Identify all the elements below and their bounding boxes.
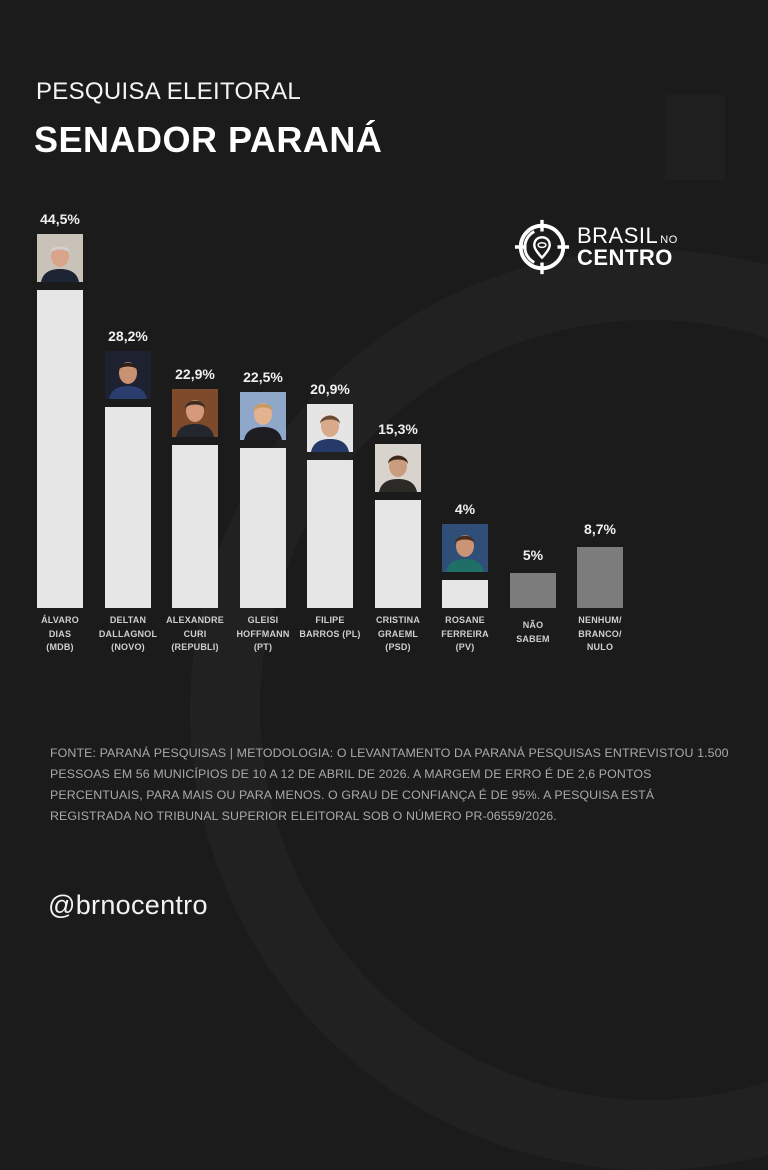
bar — [510, 573, 556, 608]
bar-column: 20,9% FILIPE BARROS (PL) — [299, 0, 360, 700]
bar-column: 28,2% DELTAN DALLAGNOL (NOVO) — [99, 0, 157, 700]
category-label-line: HOFFMANN — [236, 628, 290, 639]
bar-column: 8,7% NENHUM/BRANCO/NULO — [577, 0, 623, 700]
category-label-line: CURI — [183, 628, 207, 639]
social-handle: @brnocentro — [48, 890, 208, 920]
bar-column: 44,5% ÁLVARO DIAS (MDB) — [37, 0, 83, 700]
bar — [172, 445, 218, 608]
crosshair-pin-icon — [514, 219, 570, 275]
candidate-photo — [240, 392, 286, 440]
value-label: 20,9% — [310, 381, 350, 397]
value-label: 22,9% — [175, 366, 215, 382]
value-label: 5% — [522, 547, 544, 563]
category-label-line: (PSD) — [385, 642, 411, 652]
category-label-line: SABEM — [516, 633, 550, 644]
category-label-line: (PV) — [455, 642, 475, 652]
category-label-line: DALLAGNOL — [98, 628, 158, 639]
bar — [307, 460, 353, 608]
bar-chart: 44,5% ÁLVARO DIAS (MDB) 28,2% DELTAN DALLAGNOL… — [37, 0, 623, 700]
value-label: 8,7% — [584, 521, 616, 537]
category-label: CRISTINA GRAEML (PSD) — [358, 614, 438, 655]
bar — [577, 547, 623, 608]
category-label: GLEISI HOFFMANN (PT) — [223, 614, 303, 655]
candidate-photo — [105, 351, 151, 399]
category-label-line: NULO — [586, 642, 614, 652]
category-label-line: DELTAN — [109, 615, 147, 625]
category-label-line: ROSANE — [445, 615, 485, 625]
bar-column: 22,5% GLEISI HOFFMANN (PT) — [236, 0, 289, 700]
source-methodology-note: FONTE: PARANÁ PESQUISAS | METODOLOGIA: O… — [50, 746, 729, 823]
value-label: 15,3% — [378, 421, 418, 437]
category-label-line: FERREIRA — [441, 628, 489, 639]
category-label-line: GLEISI — [247, 615, 279, 625]
category-label-line: ÁLVARO — [41, 615, 79, 625]
category-label: NÃO SABEM — [493, 619, 573, 646]
category-label-line: NENHUM/ — [578, 615, 622, 625]
bar — [442, 580, 488, 608]
category-label: FILIPE BARROS (PL) — [290, 614, 370, 641]
category-label-line: CRISTINA — [375, 615, 421, 625]
category-label-line: FILIPE — [315, 615, 345, 625]
brand-logo: BRASIL NO CENTRO — [513, 218, 678, 276]
category-label-line: DIAS — [48, 628, 72, 639]
category-label: ÁLVARO DIAS (MDB) — [20, 614, 100, 655]
category-label-line: (NOVO) — [111, 642, 145, 652]
bar — [105, 407, 151, 608]
bar-column: 15,3% CRISTINA GRAEML (PSD) — [375, 0, 421, 700]
category-label-line: (MDB) — [46, 642, 74, 652]
bar — [37, 290, 83, 608]
page-subtitle: PESQUISA ELEITORAL — [36, 78, 302, 105]
bar-column: 22,9% ALEXANDRE CURI (REPUBLI) — [166, 0, 224, 700]
category-label: ROSANE FERREIRA (PV) — [425, 614, 505, 655]
bar-column: 5% NÃO SABEM — [510, 0, 556, 700]
bar — [240, 448, 286, 608]
candidate-photo — [375, 444, 421, 492]
category-label-line: ALEXANDRE — [166, 615, 224, 625]
bar — [375, 500, 421, 608]
value-label: 28,2% — [108, 328, 148, 344]
category-label: NENHUM/BRANCO/NULO — [560, 614, 640, 655]
logo-no-text: NO — [660, 234, 678, 246]
candidate-photo — [37, 234, 83, 282]
category-label: DELTAN DALLAGNOL (NOVO) — [88, 614, 168, 655]
category-label-line: NÃO — [522, 620, 544, 630]
bar-column: 4% ROSANE FERREIRA (PV) — [441, 0, 488, 700]
category-label-line: BARROS (PL) — [299, 628, 361, 639]
candidate-photo — [442, 524, 488, 572]
category-label-line: GRAEML — [377, 628, 419, 639]
value-label: 4% — [454, 501, 476, 517]
value-label: 22,5% — [243, 369, 283, 385]
logo-brasil-text: BRASIL — [577, 223, 659, 248]
candidate-photo — [307, 404, 353, 452]
category-label-line: (REPUBLI) — [171, 642, 219, 652]
candidate-photo — [172, 389, 218, 437]
category-label-line: BRANCO/ — [578, 628, 622, 639]
logo-centro-text: CENTRO — [577, 245, 673, 270]
category-label: ALEXANDRE CURI (REPUBLI) — [155, 614, 235, 655]
value-label: 44,5% — [40, 211, 80, 227]
category-label-line: (PT) — [253, 642, 273, 652]
page-title: SENADOR PARANÁ — [34, 119, 383, 160]
